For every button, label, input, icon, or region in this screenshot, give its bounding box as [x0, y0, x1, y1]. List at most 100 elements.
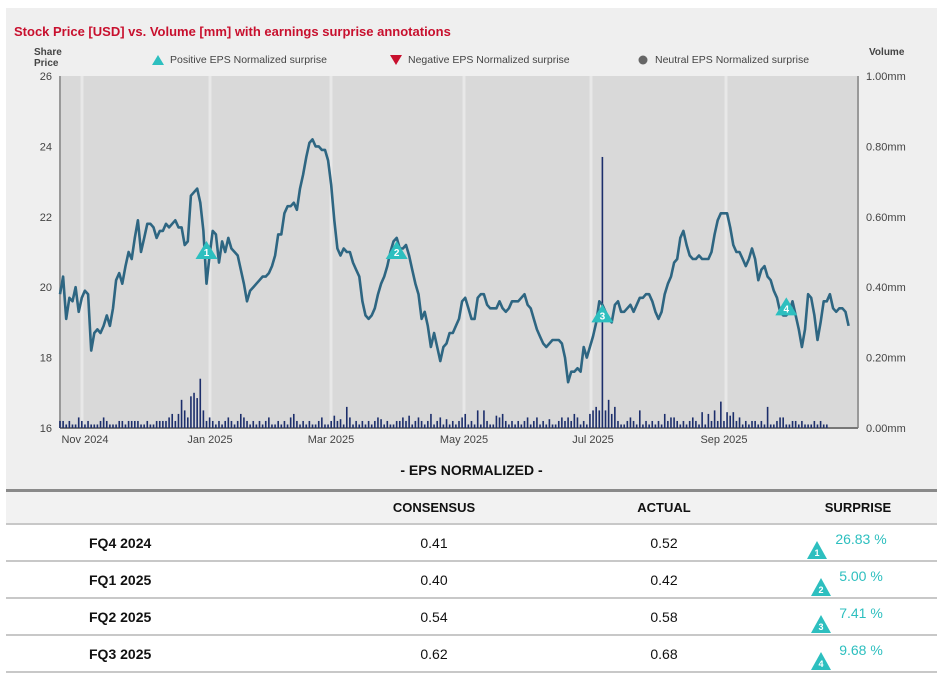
volume-bar — [551, 424, 554, 428]
volume-bar — [268, 417, 270, 428]
volume-bar — [96, 424, 99, 428]
surprise-marker-label: 1 — [815, 548, 820, 558]
x-tick-label: Mar 2025 — [308, 434, 354, 446]
volume-axis-caption: Volume — [869, 47, 905, 58]
volume-bar — [470, 420, 473, 428]
volume-bar — [62, 420, 64, 428]
volume-bar — [561, 417, 563, 428]
annotation-marker-icon — [775, 297, 798, 316]
volume-bar — [355, 420, 357, 428]
volume-bar — [90, 424, 92, 428]
eps-surprise-value: 5.00 % — [839, 567, 883, 584]
volume-bar — [617, 420, 619, 428]
price-line — [58, 138, 850, 384]
volume-bar — [508, 424, 510, 428]
volume-bar — [377, 417, 379, 428]
annotation-marker-icon — [591, 304, 614, 323]
volume-tick-label: 0.00mm — [866, 423, 906, 435]
price-tick-label: 16 — [40, 423, 52, 435]
volume-bar — [526, 417, 529, 428]
eps-surprise-value: 9.68 % — [839, 641, 883, 658]
volume-bar — [302, 420, 304, 428]
volume-bar — [461, 417, 463, 428]
volume-bar — [233, 424, 236, 428]
volume-bar — [305, 424, 308, 428]
volume-bar — [333, 415, 336, 428]
eps-section-title: - EPS NORMALIZED - — [400, 462, 543, 478]
header-actual: ACTUAL — [549, 489, 779, 525]
annotation-marker-label: 3 — [600, 311, 606, 322]
volume-bar — [202, 410, 205, 428]
volume-bar — [748, 424, 750, 428]
volume-bar — [467, 424, 470, 428]
volume-bar — [635, 424, 638, 428]
volume-tick-label: 0.80mm — [866, 141, 906, 153]
volume-bar — [751, 420, 753, 428]
volume-bar — [243, 417, 245, 428]
price-tick-label: 18 — [40, 353, 52, 365]
volume-bar — [105, 420, 108, 428]
volume-bar — [779, 417, 781, 428]
volume-bar — [729, 415, 731, 428]
volume-bar — [430, 413, 432, 428]
volume-bar — [473, 424, 476, 428]
volume-bar — [59, 420, 61, 428]
volume-bar — [548, 419, 551, 428]
volume-bar — [286, 424, 289, 428]
volume-bar — [766, 406, 769, 428]
volume-bar — [554, 424, 557, 428]
volume-bar — [679, 424, 682, 428]
volume-bar — [221, 424, 223, 428]
volume-bar — [370, 424, 373, 428]
volume-bar — [84, 424, 86, 428]
x-tick-label: May 2025 — [440, 434, 488, 446]
volume-bar — [489, 424, 491, 428]
volume-bar — [352, 424, 354, 428]
volume-bar — [193, 392, 195, 428]
volume-bar — [629, 417, 632, 428]
volume-bar — [713, 410, 716, 428]
volume-bar — [754, 420, 756, 428]
volume-bar — [442, 424, 445, 428]
volume-bar — [732, 412, 735, 428]
volume-bar — [311, 424, 314, 428]
annotation-marker-label: 4 — [784, 304, 790, 315]
volume-tick-label: 0.60mm — [866, 212, 906, 224]
volume-bar — [451, 420, 454, 428]
eps-row: FQ2 2025 0.54 0.58 3 7.41 % — [6, 598, 937, 636]
volume-bar — [586, 424, 588, 428]
volume-bar — [517, 420, 520, 428]
eps-consensus: 0.54 — [319, 598, 549, 636]
legend-positive: Positive EPS Normalized surprise — [152, 54, 327, 66]
volume-bar — [542, 420, 544, 428]
volume-bar — [604, 410, 607, 428]
price-tick-label: 22 — [40, 212, 52, 224]
volume-bar — [264, 420, 267, 428]
volume-bar — [155, 420, 158, 428]
volume-bar — [239, 413, 242, 428]
volume-bar — [112, 424, 114, 428]
volume-bar — [246, 420, 248, 428]
volume-bar — [374, 420, 376, 428]
volume-bar — [804, 424, 806, 428]
volume-bar — [224, 420, 227, 428]
volume-bar — [299, 424, 301, 428]
volume-bar — [364, 424, 367, 428]
volume-bar — [710, 420, 713, 428]
volume-bar — [567, 417, 569, 428]
volume-bar — [807, 424, 809, 428]
eps-surprise: 2 5.00 % — [779, 561, 937, 599]
volume-bar — [411, 424, 414, 428]
volume-bar — [330, 420, 332, 428]
eps-row: FQ1 2025 0.40 0.42 2 5.00 % — [6, 561, 937, 599]
volume-bar — [589, 413, 591, 428]
volume-bar — [670, 417, 672, 428]
volume-bar — [511, 420, 513, 428]
volume-bar — [174, 420, 177, 428]
volume-bar — [763, 424, 766, 428]
volume-bar — [504, 420, 507, 428]
volume-bar — [380, 419, 382, 428]
volume-bar — [162, 420, 164, 428]
volume-bar — [592, 410, 594, 428]
volume-bar — [529, 424, 532, 428]
